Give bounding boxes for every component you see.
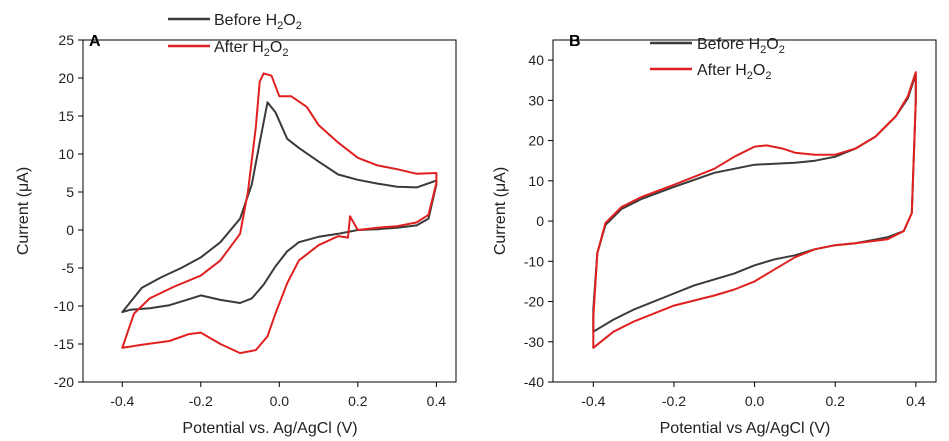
panel-b-y-tick-label-5: -10 bbox=[524, 253, 544, 269]
panel-a-legend-label-after: After H2O2 bbox=[214, 39, 289, 59]
panel-b-x-tick-label-2: 0.0 bbox=[745, 393, 765, 409]
panel-a-y-axis-label: Current (μA) bbox=[15, 167, 32, 255]
panel-a-series-line-before bbox=[121, 101, 438, 314]
panel-b-x-tick-label-4: 0.4 bbox=[906, 393, 926, 409]
panel-b-x-ticks: -0.4 -0.2 0.0 0.2 0.4 bbox=[581, 382, 926, 409]
panel-a-y-tick-label-5: 0 bbox=[66, 222, 74, 238]
panel-b-legend-label-before: Before H2O2 bbox=[697, 36, 785, 56]
panel-a-x-tick-label-4: 0.4 bbox=[427, 393, 447, 409]
panel-a-legend-label-before: Before H2O2 bbox=[214, 12, 302, 32]
panel-b-series bbox=[592, 71, 917, 349]
panel-a-x-tick-label-3: 0.2 bbox=[348, 393, 368, 409]
panel-a-x-tick-label-1: -0.2 bbox=[189, 393, 213, 409]
panel-b-series-line-after bbox=[592, 71, 917, 349]
panel-b-y-axis-label: Current (μA) bbox=[492, 167, 509, 255]
panel-b-x-tick-label-1: -0.2 bbox=[662, 393, 686, 409]
panel-b-x-tick-label-3: 0.2 bbox=[825, 393, 845, 409]
panel-b-legend: Before H2O2 After H2O2 bbox=[650, 36, 785, 82]
panel-b-y-tick-label-8: -40 bbox=[524, 374, 544, 390]
panel-b-y-tick-label-7: -30 bbox=[524, 334, 544, 350]
panel-a-series-line-after bbox=[121, 72, 438, 355]
panel-b-y-ticks: 40 30 20 10 0 -10 -20 -30 -40 bbox=[524, 52, 553, 390]
panel-a-y-tick-label-6: -5 bbox=[62, 260, 75, 276]
panel-a-y-tick-label-1: 20 bbox=[58, 70, 74, 86]
panel-a-x-tick-label-2: 0.0 bbox=[270, 393, 290, 409]
panel-b-series-line-before bbox=[592, 73, 917, 333]
panel-b-y-tick-label-6: -20 bbox=[524, 294, 544, 310]
panel-a-y-tick-label-8: -15 bbox=[54, 336, 74, 352]
panel-a-series bbox=[121, 72, 438, 355]
panel-b-y-tick-label-4: 0 bbox=[536, 213, 544, 229]
panel-b-x-tick-label-0: -0.4 bbox=[581, 393, 605, 409]
panel-a-x-tick-label-0: -0.4 bbox=[110, 393, 134, 409]
panel-a-legend: Before H2O2 After H2O2 bbox=[168, 12, 302, 59]
panel-b-axes-frame bbox=[552, 39, 937, 383]
panel-b-label: B bbox=[569, 33, 581, 50]
panel-b-legend-label-after: After H2O2 bbox=[697, 62, 772, 82]
panel-b-y-tick-label-1: 30 bbox=[528, 92, 544, 108]
panel-a-y-tick-label-4: 5 bbox=[66, 184, 74, 200]
panel-a-x-axis-label: Potential vs. Ag/AgCl (V) bbox=[182, 420, 357, 437]
panel-a-axes-frame bbox=[82, 39, 457, 383]
panel-a-y-tick-label-3: 10 bbox=[58, 146, 74, 162]
panel-a-label: A bbox=[89, 33, 101, 50]
panel-b-y-tick-label-0: 40 bbox=[528, 52, 544, 68]
panel-a-y-tick-label-9: -20 bbox=[54, 374, 74, 390]
panel-a-y-tick-label-0: 25 bbox=[58, 32, 74, 48]
panel-b-y-tick-label-2: 20 bbox=[528, 133, 544, 149]
panel-a-y-ticks: 25 20 15 10 5 0 -5 -10 -15 -20 bbox=[54, 32, 83, 390]
panel-a-y-tick-label-2: 15 bbox=[58, 108, 74, 124]
panel-b-y-tick-label-3: 10 bbox=[528, 173, 544, 189]
panel-a-y-tick-label-7: -10 bbox=[54, 298, 74, 314]
panel-b-x-axis-label: Potential vs Ag/AgCl (V) bbox=[660, 420, 831, 437]
panel-a-x-ticks: -0.4 -0.2 0.0 0.2 0.4 bbox=[110, 382, 446, 409]
